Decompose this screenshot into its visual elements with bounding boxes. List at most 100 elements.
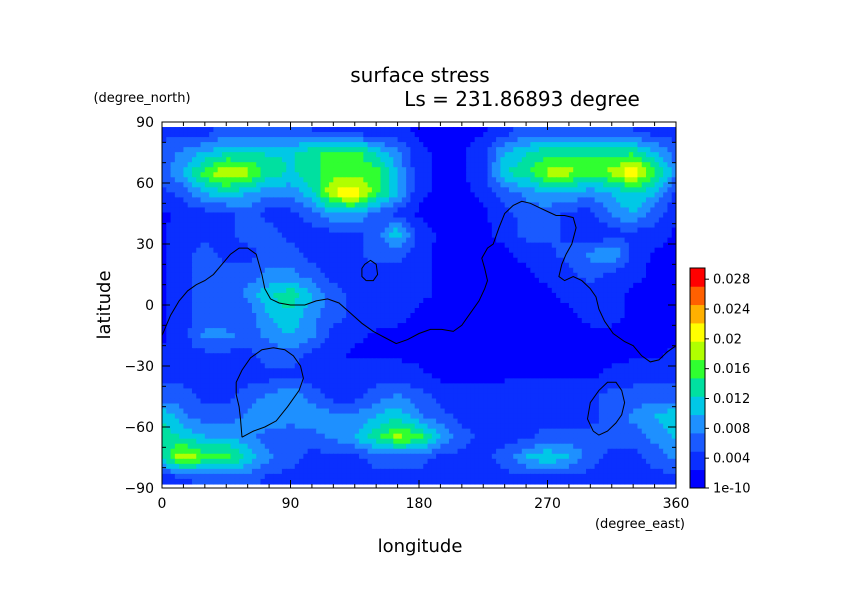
heatmap-cell (346, 187, 352, 193)
heatmap-cell (590, 187, 596, 193)
heatmap-cell (397, 147, 403, 153)
heatmap-cell (363, 242, 369, 249)
heatmap-cell (179, 182, 185, 188)
heatmap-cell (663, 142, 669, 148)
heatmap-cell (187, 292, 193, 299)
heatmap-cell (316, 262, 322, 269)
heatmap-cell (538, 172, 544, 178)
heatmap-cell (616, 302, 621, 309)
heatmap-cell (547, 292, 553, 299)
heatmap-cell (341, 237, 347, 244)
heatmap-cell (556, 142, 561, 148)
heatmap-cell (260, 127, 266, 133)
heatmap-cell (230, 122, 236, 128)
heatmap-cell (230, 187, 236, 193)
heatmap-cell (337, 152, 343, 158)
heatmap-cell (431, 287, 437, 294)
heatmap-cell (461, 197, 467, 204)
heatmap-cell (243, 242, 249, 249)
heatmap-cell (406, 237, 412, 244)
heatmap-cell (667, 313, 673, 319)
heatmap-cell (586, 307, 591, 314)
heatmap-cell (483, 262, 489, 269)
heatmap-cell (333, 282, 339, 289)
heatmap-cell (320, 297, 326, 304)
heatmap-cell (200, 137, 206, 143)
heatmap-cell (273, 227, 279, 234)
heatmap-cell (380, 323, 386, 329)
heatmap-cell (478, 147, 484, 153)
heatmap-cell (427, 187, 433, 193)
heatmap-cell (658, 297, 664, 304)
heatmap-cell (346, 232, 352, 239)
heatmap-cell (594, 212, 600, 219)
heatmap-cell (667, 122, 673, 128)
heatmap-cell (251, 227, 257, 234)
heatmap-cell (440, 277, 446, 284)
heatmap-cell (363, 137, 369, 143)
heatmap-cell (320, 182, 326, 188)
heatmap-cell (294, 282, 300, 289)
heatmap-cell (534, 313, 540, 319)
heatmap-cell (234, 328, 240, 334)
heatmap-cell (641, 282, 647, 289)
heatmap-cell (663, 127, 669, 133)
heatmap-cell (401, 122, 407, 128)
heatmap-cell (461, 162, 467, 168)
heatmap-cell (577, 237, 583, 244)
heatmap-cell (470, 172, 476, 178)
heatmap-cell (354, 237, 360, 244)
heatmap-cell (346, 323, 352, 329)
heatmap-cell (414, 242, 420, 249)
heatmap-cell (624, 142, 630, 148)
heatmap-cell (260, 292, 266, 299)
heatmap-cell (453, 162, 459, 168)
heatmap-cell (359, 182, 364, 188)
heatmap-cell (221, 157, 227, 163)
heatmap-cell (371, 127, 377, 133)
heatmap-cell (590, 313, 596, 319)
heatmap-cell (359, 147, 364, 153)
heatmap-cell (346, 252, 352, 259)
heatmap-cell (251, 207, 257, 214)
heatmap-cell (303, 212, 309, 219)
heatmap-cell (264, 162, 270, 168)
heatmap-cell (410, 212, 416, 219)
heatmap-cell (234, 192, 240, 199)
heatmap-cell (191, 292, 197, 299)
heatmap-cell (556, 147, 561, 153)
heatmap-cell (260, 227, 266, 234)
heatmap-cell (607, 217, 613, 224)
heatmap-cell (633, 222, 639, 229)
heatmap-cell (603, 127, 609, 133)
heatmap-cell (440, 197, 446, 204)
heatmap-cell (534, 152, 540, 158)
heatmap-cell (170, 242, 176, 249)
heatmap-cell (487, 152, 493, 158)
heatmap-cell (260, 328, 266, 334)
heatmap-cell (448, 217, 454, 224)
heatmap-cell (286, 137, 292, 143)
heatmap-cell (598, 237, 604, 244)
heatmap-cell (483, 122, 489, 128)
heatmap-cell (521, 162, 527, 168)
heatmap-cell (406, 232, 412, 239)
heatmap-cell (650, 122, 656, 128)
heatmap-cell (616, 227, 621, 234)
heatmap-cell (166, 122, 172, 128)
heatmap-cell (260, 262, 266, 269)
heatmap-cell (217, 187, 223, 193)
heatmap-cell (410, 207, 416, 214)
heatmap-cell (239, 277, 244, 284)
heatmap-cell (221, 328, 227, 334)
heatmap-cell (646, 142, 651, 148)
heatmap-cell (389, 237, 394, 244)
heatmap-cell (641, 242, 647, 249)
heatmap-cell (500, 282, 506, 289)
heatmap-cell (341, 323, 347, 329)
heatmap-cell (290, 202, 296, 209)
heatmap-cell (637, 207, 643, 214)
heatmap-cell (247, 167, 253, 173)
heatmap-cell (534, 122, 540, 128)
heatmap-cell (316, 157, 322, 163)
